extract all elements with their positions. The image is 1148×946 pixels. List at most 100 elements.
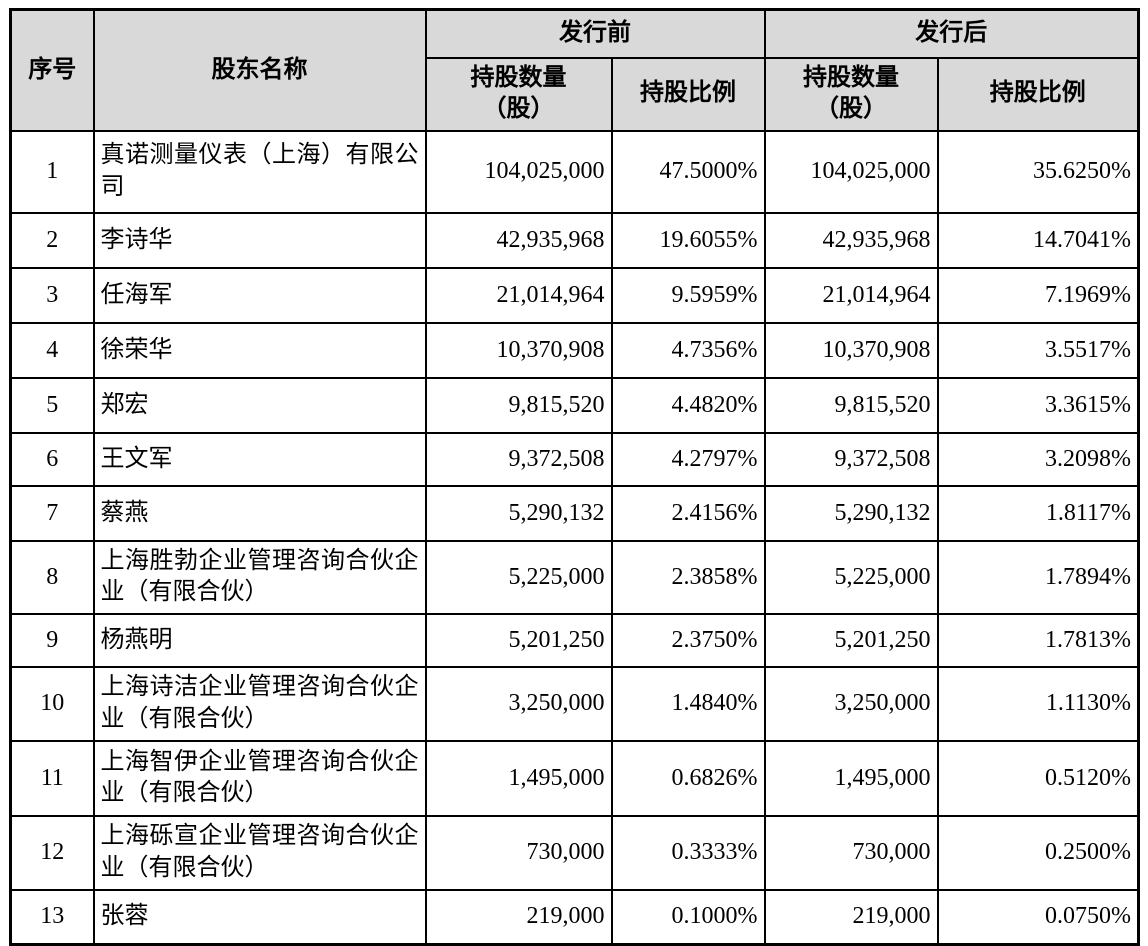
pre-ratio: 4.2797% bbox=[610, 431, 766, 487]
post-ratio: 1.7894% bbox=[936, 539, 1140, 615]
pre-ratio: 0.6826% bbox=[610, 739, 766, 817]
pre-ratio: 4.7356% bbox=[610, 321, 766, 379]
row-index: 11 bbox=[9, 739, 95, 817]
shareholder-name: 徐荣华 bbox=[92, 321, 427, 379]
table-row: 5 郑宏 9,815,520 4.4820% 9,815,520 3.3615% bbox=[9, 376, 1140, 434]
pre-shares: 21,014,964 bbox=[424, 266, 613, 324]
pre-shares: 5,225,000 bbox=[424, 539, 613, 615]
shareholder-name: 上海砾宣企业管理咨询合伙企业（有限合伙） bbox=[92, 814, 427, 891]
pre-shares: 3,250,000 bbox=[424, 665, 613, 742]
post-shares: 104,025,000 bbox=[763, 129, 939, 214]
header-col-shareholder-name: 股东名称 bbox=[92, 8, 427, 132]
table-header: 序号 股东名称 发行前 发行后 持股数量 （股） 持股比例 持股数量 （股） 持… bbox=[9, 8, 1140, 132]
post-shares: 3,250,000 bbox=[763, 665, 939, 742]
pre-ratio: 1.4840% bbox=[610, 665, 766, 742]
post-ratio: 3.3615% bbox=[936, 376, 1140, 434]
post-shares: 5,290,132 bbox=[763, 484, 939, 542]
pre-ratio: 47.5000% bbox=[610, 129, 766, 214]
post-shares: 10,370,908 bbox=[763, 321, 939, 379]
post-ratio: 7.1969% bbox=[936, 266, 1140, 324]
header-group-post-issue: 发行后 bbox=[763, 8, 1140, 59]
post-shares: 219,000 bbox=[763, 888, 939, 946]
row-index: 9 bbox=[9, 612, 95, 668]
post-ratio: 14.7041% bbox=[936, 211, 1140, 269]
post-ratio: 1.1130% bbox=[936, 665, 1140, 742]
table-row: 11 上海智伊企业管理咨询合伙企业（有限合伙） 1,495,000 0.6826… bbox=[9, 739, 1140, 817]
row-index: 3 bbox=[9, 266, 95, 324]
post-shares: 42,935,968 bbox=[763, 211, 939, 269]
pre-ratio: 0.3333% bbox=[610, 814, 766, 891]
row-index: 5 bbox=[9, 376, 95, 434]
post-ratio: 1.8117% bbox=[936, 484, 1140, 542]
table-row: 8 上海胜勃企业管理咨询合伙企业（有限合伙） 5,225,000 2.3858%… bbox=[9, 539, 1140, 615]
shareholder-name: 郑宏 bbox=[92, 376, 427, 434]
row-index: 13 bbox=[9, 888, 95, 946]
post-ratio: 0.0750% bbox=[936, 888, 1140, 946]
header-post-shares: 持股数量 （股） bbox=[763, 56, 939, 132]
table-row: 13 张蓉 219,000 0.1000% 219,000 0.0750% bbox=[9, 888, 1140, 946]
shareholder-name: 上海诗洁企业管理咨询合伙企业（有限合伙） bbox=[92, 665, 427, 742]
post-ratio: 35.6250% bbox=[936, 129, 1140, 214]
table-row: 10 上海诗洁企业管理咨询合伙企业（有限合伙） 3,250,000 1.4840… bbox=[9, 665, 1140, 742]
header-pre-shares: 持股数量 （股） bbox=[424, 56, 613, 132]
post-ratio: 0.2500% bbox=[936, 814, 1140, 891]
table-row: 1 真诺测量仪表（上海）有限公司 104,025,000 47.5000% 10… bbox=[9, 129, 1140, 214]
pre-shares: 9,372,508 bbox=[424, 431, 613, 487]
row-index: 2 bbox=[9, 211, 95, 269]
pre-ratio: 4.4820% bbox=[610, 376, 766, 434]
table-row: 6 王文军 9,372,508 4.2797% 9,372,508 3.2098… bbox=[9, 431, 1140, 487]
pre-shares: 5,201,250 bbox=[424, 612, 613, 668]
row-index: 10 bbox=[9, 665, 95, 742]
shareholder-name: 任海军 bbox=[92, 266, 427, 324]
header-pre-ratio: 持股比例 bbox=[610, 56, 766, 132]
header-pre-shares-line1: 持股数量 bbox=[470, 64, 567, 91]
table-row: 12 上海砾宣企业管理咨询合伙企业（有限合伙） 730,000 0.3333% … bbox=[9, 814, 1140, 891]
row-index: 6 bbox=[9, 431, 95, 487]
shareholder-name: 上海智伊企业管理咨询合伙企业（有限合伙） bbox=[92, 739, 427, 817]
shareholder-name: 李诗华 bbox=[92, 211, 427, 269]
pre-ratio: 2.3858% bbox=[610, 539, 766, 615]
shareholder-table: 序号 股东名称 发行前 发行后 持股数量 （股） 持股比例 持股数量 （股） 持… bbox=[9, 8, 1140, 946]
post-ratio: 3.5517% bbox=[936, 321, 1140, 379]
table-row: 9 杨燕明 5,201,250 2.3750% 5,201,250 1.7813… bbox=[9, 612, 1140, 668]
row-index: 4 bbox=[9, 321, 95, 379]
pre-shares: 10,370,908 bbox=[424, 321, 613, 379]
shareholder-name: 张蓉 bbox=[92, 888, 427, 946]
shareholder-name: 王文军 bbox=[92, 431, 427, 487]
post-ratio: 0.5120% bbox=[936, 739, 1140, 817]
pre-shares: 9,815,520 bbox=[424, 376, 613, 434]
pre-ratio: 2.3750% bbox=[610, 612, 766, 668]
header-col-index: 序号 bbox=[9, 8, 95, 132]
header-post-shares-line1: 持股数量 bbox=[803, 64, 899, 91]
table-row: 4 徐荣华 10,370,908 4.7356% 10,370,908 3.55… bbox=[9, 321, 1140, 379]
pre-ratio: 9.5959% bbox=[610, 266, 766, 324]
shareholder-name: 杨燕明 bbox=[92, 612, 427, 668]
post-shares: 5,201,250 bbox=[763, 612, 939, 668]
table-row: 3 任海军 21,014,964 9.5959% 21,014,964 7.19… bbox=[9, 266, 1140, 324]
table-body: 1 真诺测量仪表（上海）有限公司 104,025,000 47.5000% 10… bbox=[9, 129, 1140, 946]
pre-shares: 104,025,000 bbox=[424, 129, 613, 214]
post-ratio: 1.7813% bbox=[936, 612, 1140, 668]
row-index: 1 bbox=[9, 129, 95, 214]
pre-shares: 5,290,132 bbox=[424, 484, 613, 542]
shareholder-name: 蔡燕 bbox=[92, 484, 427, 542]
post-shares: 730,000 bbox=[763, 814, 939, 891]
header-post-shares-line2: （股） bbox=[815, 96, 887, 123]
table-row: 2 李诗华 42,935,968 19.6055% 42,935,968 14.… bbox=[9, 211, 1140, 269]
post-shares: 9,815,520 bbox=[763, 376, 939, 434]
row-index: 7 bbox=[9, 484, 95, 542]
post-shares: 21,014,964 bbox=[763, 266, 939, 324]
pre-shares: 42,935,968 bbox=[424, 211, 613, 269]
pre-shares: 219,000 bbox=[424, 888, 613, 946]
table-row: 7 蔡燕 5,290,132 2.4156% 5,290,132 1.8117% bbox=[9, 484, 1140, 542]
pre-ratio: 2.4156% bbox=[610, 484, 766, 542]
pre-ratio: 0.1000% bbox=[610, 888, 766, 946]
post-shares: 9,372,508 bbox=[763, 431, 939, 487]
post-ratio: 3.2098% bbox=[936, 431, 1140, 487]
header-pre-shares-line2: （股） bbox=[482, 96, 555, 123]
row-index: 12 bbox=[9, 814, 95, 891]
shareholder-name: 真诺测量仪表（上海）有限公司 bbox=[92, 129, 427, 214]
header-group-pre-issue: 发行前 bbox=[424, 8, 766, 59]
pre-ratio: 19.6055% bbox=[610, 211, 766, 269]
pre-shares: 1,495,000 bbox=[424, 739, 613, 817]
